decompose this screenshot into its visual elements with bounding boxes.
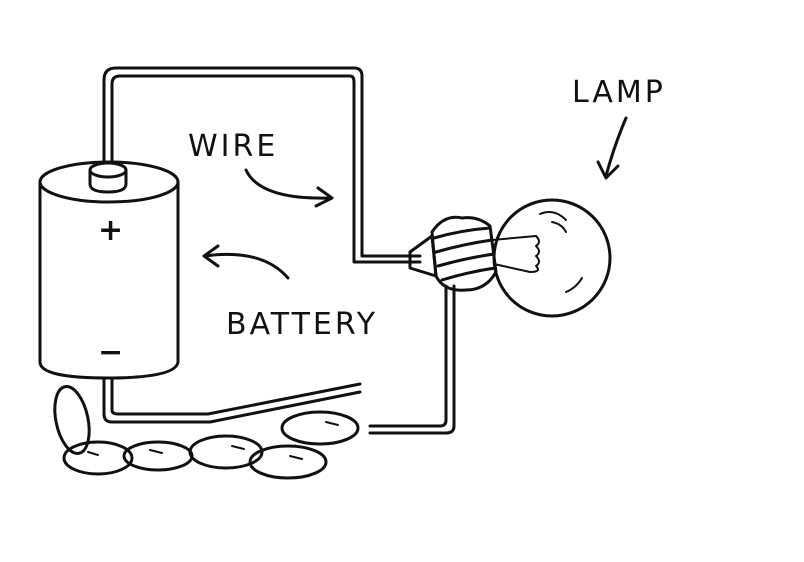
coin-pile	[53, 385, 360, 480]
coin	[122, 440, 194, 472]
battery-plus-sign: +	[98, 213, 123, 248]
battery-label: BATTERY	[226, 307, 378, 342]
wire-arrow	[244, 168, 334, 208]
coin	[53, 385, 91, 455]
battery-arrow	[202, 244, 290, 280]
coin	[62, 440, 134, 476]
coin	[188, 434, 264, 470]
bottom-wire	[102, 284, 456, 435]
lamp-label: LAMP	[572, 75, 666, 110]
battery-minus-sign: −	[98, 335, 123, 370]
battery: + −	[38, 160, 180, 380]
wire-label: WIRE	[188, 129, 278, 164]
lamp-arrow	[596, 116, 628, 180]
coin	[248, 444, 328, 480]
top-wire	[102, 66, 422, 264]
lamp	[408, 198, 612, 318]
coin	[280, 410, 360, 446]
